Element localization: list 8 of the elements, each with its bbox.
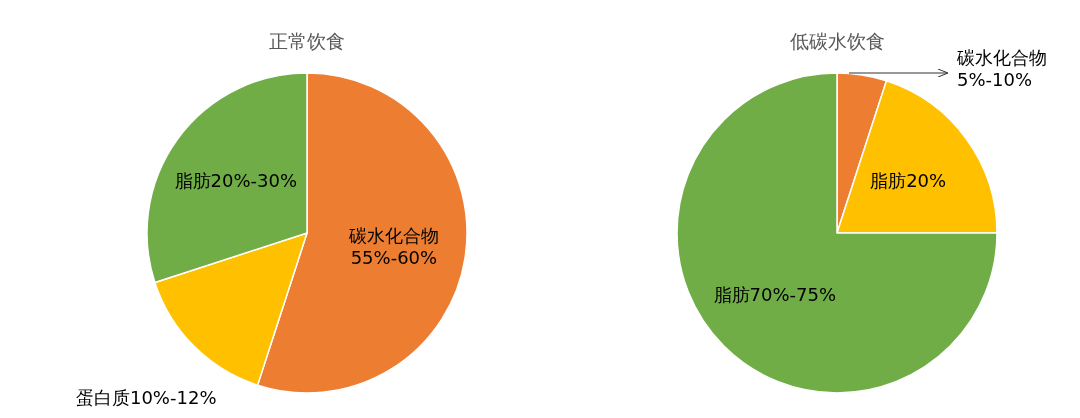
slice-label: 碳水化合物 5%-10%	[956, 47, 1047, 90]
slice-label: 脂肪20%	[870, 170, 947, 192]
slice-label: 碳水化合物 55%-60%	[347, 224, 439, 268]
slice-label: 脂肪20%-30%	[174, 170, 298, 192]
chart-title: 低碳水饮食	[789, 30, 885, 52]
slice-label: 脂肪70%-75%	[713, 284, 837, 306]
slice-label: 蛋白质10%-12%	[75, 386, 217, 408]
chart-title: 正常饮食	[269, 30, 345, 52]
